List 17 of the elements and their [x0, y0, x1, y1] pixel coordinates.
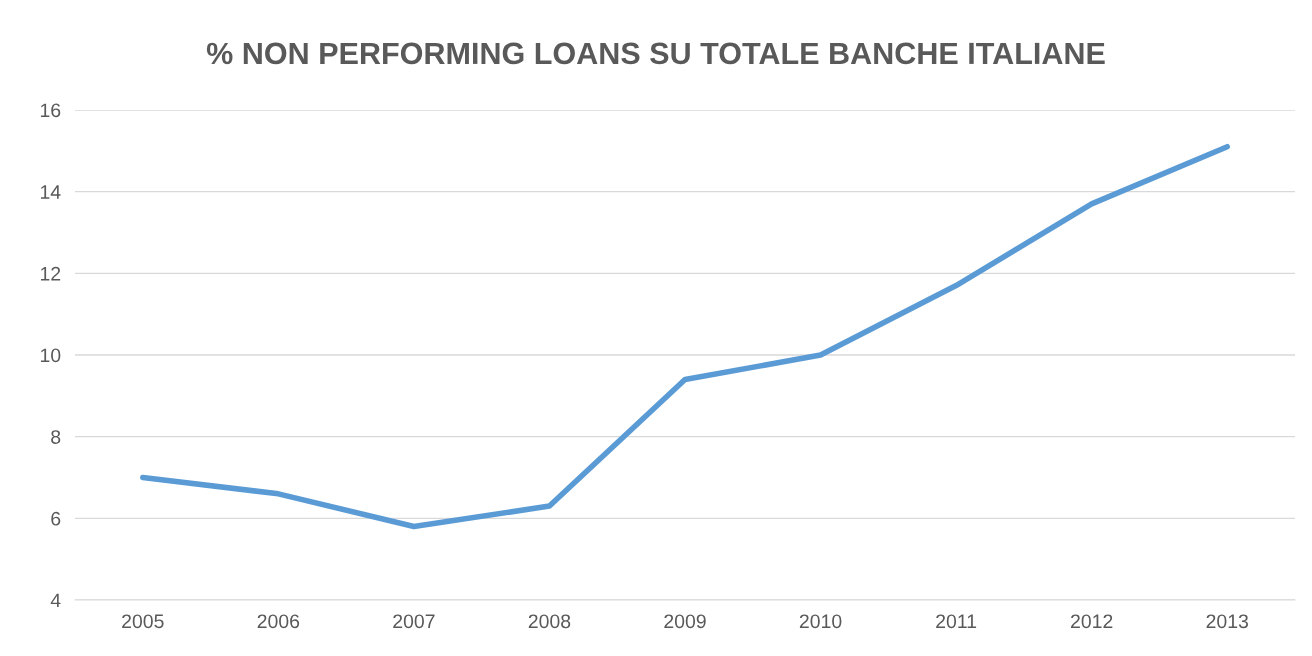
x-tick-label: 2011 [936, 614, 977, 629]
x-tick-label: 2005 [122, 614, 164, 629]
y-tick-label: 14 [40, 185, 61, 199]
y-tick-label: 6 [51, 511, 61, 526]
x-tick-label: 2012 [1071, 614, 1113, 629]
x-tick-label: 2013 [1206, 614, 1248, 629]
x-tick-label: 2007 [393, 614, 435, 629]
chart-title: % NON PERFORMING LOANS SU TOTALE BANCHE ITALIANE [206, 42, 1105, 65]
x-tick-label: 2010 [799, 614, 842, 629]
y-tick-label: 12 [40, 266, 61, 281]
y-tick-label: 8 [51, 430, 61, 444]
x-tick-label: 2008 [528, 614, 571, 629]
y-tick-label: 10 [40, 348, 61, 363]
y-tick-label: 16 [40, 103, 61, 118]
y-tick-label: 4 [50, 593, 61, 608]
x-tick-label: 2006 [257, 614, 300, 629]
x-tick-label: 2009 [664, 614, 706, 629]
